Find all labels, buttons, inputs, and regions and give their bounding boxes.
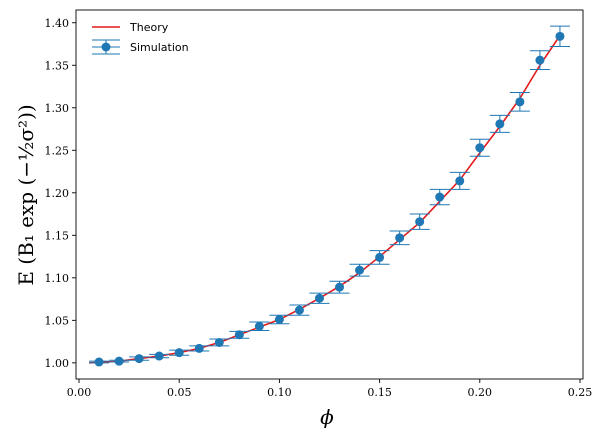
simulation-point — [89, 357, 110, 367]
x-axis-label: ϕ — [320, 405, 334, 429]
simulation-point — [509, 91, 530, 112]
y-tick-label: 1.30 — [45, 102, 70, 115]
legend-theory-label: Theory — [129, 21, 169, 34]
simulation-marker — [375, 252, 385, 262]
simulation-point — [309, 292, 330, 304]
x-tick-label: 0.00 — [67, 386, 92, 399]
simulation-marker — [335, 282, 345, 292]
simulation-marker — [234, 330, 244, 340]
axis-ticks: 0.00 0.05 0.10 0.15 0.20 0.25 1.00 1.05 1.10 1.15… — [45, 17, 593, 399]
simulation-marker — [154, 351, 164, 361]
y-tick-label: 1.15 — [45, 229, 70, 242]
simulation-point — [349, 263, 370, 277]
simulation-point — [369, 250, 390, 265]
simulation-point — [329, 280, 350, 294]
simulation-marker — [555, 31, 565, 41]
x-tick-label: 0.15 — [367, 386, 392, 399]
simulation-point — [189, 343, 210, 353]
x-tick-label: 0.20 — [468, 386, 493, 399]
simulation-point — [249, 321, 270, 332]
simulation-point — [269, 314, 290, 325]
simulation-marker — [515, 97, 525, 107]
simulation-marker — [535, 55, 545, 65]
simulation-marker — [214, 337, 224, 347]
simulation-marker — [294, 305, 304, 315]
simulation-point — [229, 330, 250, 340]
legend-simulation-label: Simulation — [130, 41, 189, 54]
y-axis-label: E (B₁ exp (−½σ²)) — [14, 104, 38, 285]
x-tick-label: 0.10 — [267, 386, 292, 399]
x-tick-label: 0.25 — [568, 386, 593, 399]
simulation-marker — [355, 265, 365, 275]
theory-line — [88, 35, 561, 364]
simulation-point — [289, 304, 310, 316]
simulation-point — [469, 138, 490, 157]
legend-simulation-swatch — [92, 39, 120, 55]
simulation-marker — [314, 293, 324, 303]
simulation-point — [449, 171, 470, 190]
simulation-marker — [134, 354, 144, 364]
simulation-marker — [415, 217, 425, 227]
y-tick-label: 1.35 — [45, 59, 70, 72]
plot-frame — [75, 9, 584, 380]
y-tick-label: 1.20 — [45, 187, 70, 200]
y-tick-label: 1.40 — [45, 17, 70, 30]
simulation-marker — [274, 314, 284, 324]
simulation-point — [169, 348, 190, 358]
simulation-marker — [475, 143, 485, 153]
simulation-point — [389, 230, 410, 246]
simulation-marker — [174, 348, 184, 358]
simulation-point — [549, 25, 570, 48]
simulation-point — [109, 356, 130, 366]
simulation-point — [209, 337, 230, 347]
simulation-point — [489, 114, 510, 133]
y-tick-label: 1.25 — [45, 144, 70, 157]
simulation-marker — [194, 343, 204, 353]
simulation-marker — [435, 192, 445, 202]
simulation-marker — [395, 233, 405, 243]
legend: Theory Simulation — [92, 21, 189, 55]
simulation-marker — [254, 321, 264, 331]
simulation-marker — [114, 356, 124, 366]
chart-marks — [88, 25, 570, 367]
simulation-point — [529, 50, 550, 71]
x-tick-label: 0.05 — [167, 386, 192, 399]
plot-area — [75, 9, 584, 380]
simulation-point — [149, 351, 170, 361]
simulation-point — [429, 188, 450, 206]
simulation-point — [409, 213, 430, 230]
simulation-point — [129, 354, 150, 364]
simulation-marker — [455, 176, 465, 186]
y-tick-label: 1.00 — [45, 357, 70, 370]
simulation-marker — [94, 357, 104, 367]
y-tick-label: 1.05 — [45, 314, 70, 327]
y-tick-label: 1.10 — [45, 272, 70, 285]
simulation-marker — [495, 119, 505, 129]
